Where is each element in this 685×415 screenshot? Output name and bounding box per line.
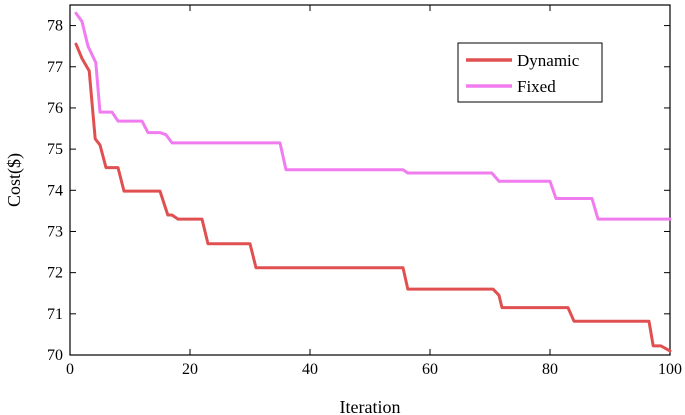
y-axis-label: Cost($)	[4, 153, 25, 207]
y-tick-label: 70	[47, 347, 63, 364]
x-tick-label: 0	[66, 361, 74, 378]
y-tick-label: 73	[47, 223, 63, 240]
series-line-fixed	[74, 11, 672, 221]
legend-label-dynamic: Dynamic	[517, 51, 580, 70]
legend-box	[457, 42, 603, 103]
y-tick-label: 74	[47, 182, 63, 199]
series-layer	[74, 11, 672, 353]
y-tick-label: 78	[47, 18, 63, 35]
legend: Dynamic Fixed	[457, 42, 603, 103]
x-tick-label: 40	[302, 361, 318, 378]
x-tick-label: 20	[182, 361, 198, 378]
series-line-dynamic	[74, 42, 672, 353]
x-tick-label: 80	[542, 361, 558, 378]
y-tick-label: 75	[47, 141, 63, 158]
x-axis-ticks: 0 20 40 60 80 100	[66, 5, 682, 378]
legend-label-fixed: Fixed	[517, 77, 556, 96]
x-tick-label: 60	[422, 361, 438, 378]
x-axis-label: Iteration	[340, 397, 401, 415]
y-tick-label: 71	[47, 306, 63, 323]
x-tick-label: 100	[658, 361, 682, 378]
y-tick-label: 72	[47, 265, 63, 282]
y-axis-ticks: 70 71 72 73 74 75 76 77 78	[47, 18, 670, 364]
y-tick-label: 76	[47, 100, 63, 117]
y-tick-label: 77	[47, 59, 63, 76]
plot-area-frame	[69, 4, 671, 356]
